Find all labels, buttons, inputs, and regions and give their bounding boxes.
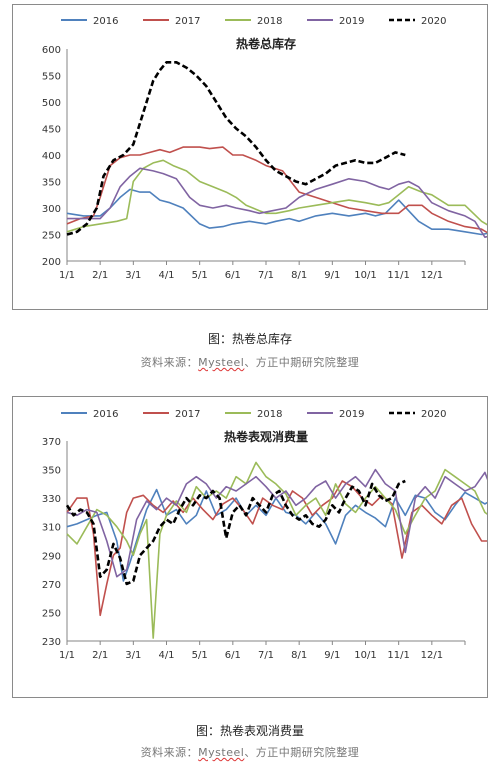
y-tick-label: 300 [42,204,61,215]
x-tick-label: 1/1 [59,650,75,661]
y-tick-label: 310 [42,523,61,534]
consumption-chart-frame: 2016 2017 2018 2019 2020 热卷表观消费量 230 250 270 290 3… [12,396,488,698]
legend-label-2019: 2019 [339,16,364,27]
y-tick-label: 250 [42,608,61,619]
legend-label-2019: 2019 [339,409,364,420]
y-tick-label: 200 [42,257,61,268]
inventory-chart-caption: 图：热卷总库存 [207,332,292,346]
series-line-2018 [66,461,487,639]
x-tick-label: 4/1 [158,270,174,281]
y-tick-label: 400 [42,151,61,162]
inventory-chart: 2016 2017 2018 2019 2020 热卷总库存 200 250 300 350 400… [42,16,487,281]
y-tick-label: 370 [42,437,61,448]
x-tick-label: 9/1 [324,270,340,281]
y-tick-label: 450 [42,125,61,136]
series-line-2020 [65,479,406,586]
legend-label-2018: 2018 [257,409,282,420]
x-tick-label: 12/1 [421,270,443,281]
series-line-2019 [67,167,487,238]
chart-title: 热卷表观消费量 [224,429,308,444]
legend-label-2018: 2018 [257,16,282,27]
y-tick-label: 230 [42,637,61,648]
y-tick-label: 330 [42,494,61,505]
x-tick-label: 12/1 [421,650,443,661]
y-tick-label: 500 [42,98,61,109]
x-tick-label: 7/1 [258,650,274,661]
x-tick-label: 6/1 [225,270,241,281]
legend-label-2017: 2017 [175,409,200,420]
y-tick-label: 270 [42,580,61,591]
x-tick-label: 11/1 [387,270,409,281]
series-line-2019 [66,468,487,578]
series-line-2020 [66,60,406,236]
source-suffix: 、方正中期研究院整理 [244,356,360,369]
series-line-2016 [66,188,487,236]
y-tick-label: 350 [42,178,61,189]
x-tick-label: 5/1 [192,270,208,281]
legend-label-2016: 2016 [93,16,118,27]
y-tick-label: 550 [42,72,61,83]
x-tick-label: 2/1 [92,650,108,661]
x-tick-label: 8/1 [291,650,307,661]
x-tick-label: 8/1 [291,270,307,281]
consumption-chart: 2016 2017 2018 2019 2020 热卷表观消费量 230 250 270 290 3… [42,409,487,661]
x-tick-label: 9/1 [324,650,340,661]
source-suffix: 、方正中期研究院整理 [244,746,360,759]
series-line-2016 [66,488,487,582]
x-tick-label: 1/1 [59,270,75,281]
x-tick-label: 4/1 [158,650,174,661]
source-brand: Mysteel [198,746,245,759]
legend-label-2020: 2020 [421,409,446,420]
y-tick-label: 350 [42,466,61,477]
chart-title: 热卷总库存 [236,36,296,51]
x-tick-label: 5/1 [192,650,208,661]
y-tick-label: 290 [42,551,61,562]
inventory-chart-source: 资料来源：Mysteel、方正中期研究院整理 [0,354,500,370]
series-line-2017 [66,146,487,234]
y-tick-label: 250 [42,231,61,242]
inventory-chart-frame: 2016 2017 2018 2019 2020 热卷总库存 200 250 300 350 400… [12,4,488,310]
consumption-chart-caption: 图：热卷表观消费量 [195,724,304,738]
series-line-2018 [66,159,487,233]
x-tick-label: 7/1 [258,270,274,281]
source-prefix: 资料来源： [140,356,199,369]
x-tick-label: 10/1 [354,650,376,661]
y-tick-label: 600 [42,45,61,56]
x-tick-label: 3/1 [125,270,141,281]
source-prefix: 资料来源： [140,746,199,759]
x-tick-label: 6/1 [225,650,241,661]
legend-label-2017: 2017 [175,16,200,27]
consumption-chart-source: 资料来源：Mysteel、方正中期研究院整理 [0,744,500,760]
x-tick-label: 10/1 [354,270,376,281]
x-tick-label: 2/1 [92,270,108,281]
x-tick-label: 3/1 [125,650,141,661]
legend-label-2016: 2016 [93,409,118,420]
source-brand: Mysteel [198,356,245,369]
x-tick-label: 11/1 [387,650,409,661]
series-line-2017 [66,480,487,617]
legend-label-2020: 2020 [421,16,446,27]
